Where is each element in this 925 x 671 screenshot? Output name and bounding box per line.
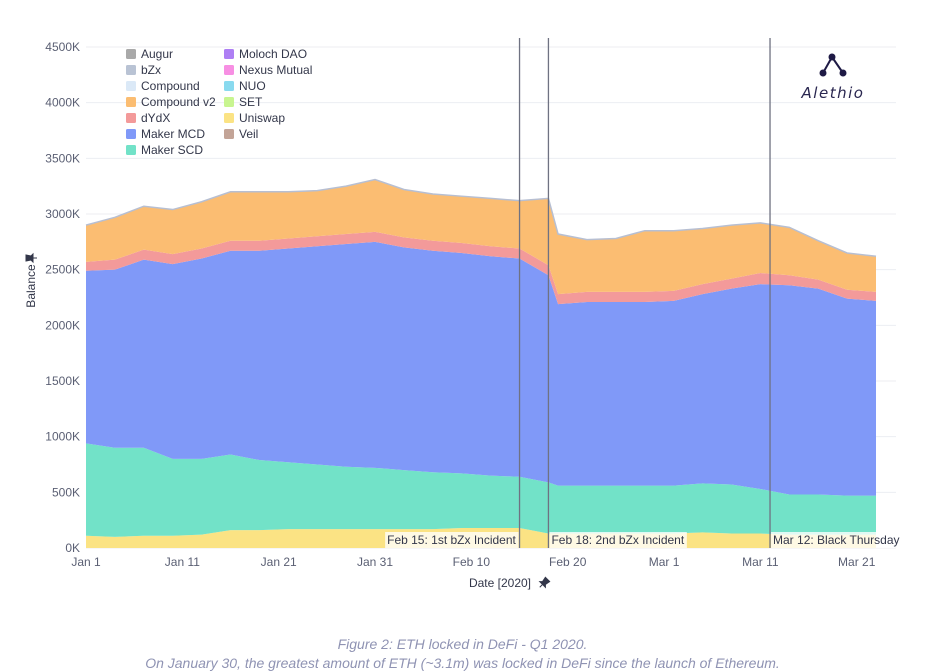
figure-caption-subtitle: On January 30, the greatest amount of ET… [145, 655, 780, 671]
legend-label: Augur [141, 47, 173, 61]
x-tick-label: Jan 21 [261, 555, 297, 569]
legend-label: dYdX [141, 111, 170, 125]
event-markers: Feb 15: 1st bZx Incident Feb 18: 2nd bZx … [385, 38, 902, 548]
alethio-logo-icon [819, 53, 847, 77]
y-tick-label: 1500K [45, 374, 80, 388]
legend-swatch [126, 49, 136, 59]
x-tick-label: Mar 11 [742, 555, 779, 569]
legend-item-compound[interactable]: Compound [126, 79, 200, 93]
event-label: Mar 12: Black Thursday [773, 533, 900, 547]
legend-item-bzx[interactable]: bZx [126, 63, 161, 77]
alethio-logo: Alethio [801, 53, 865, 102]
event-label: Feb 18: 2nd bZx Incident [551, 533, 684, 547]
event-label: Feb 15: 1st bZx Incident [387, 533, 516, 547]
y-tick-label: 2500K [45, 263, 80, 277]
legend-label: Moloch DAO [239, 47, 307, 61]
legend-swatch [224, 129, 234, 139]
legend-swatch [224, 113, 234, 123]
legend-item-uniswap[interactable]: Uniswap [224, 111, 285, 125]
event-label-background [549, 532, 687, 548]
legend-swatch [224, 65, 234, 75]
legend-item-augur[interactable]: Augur [126, 47, 173, 61]
legend-label: NUO [239, 79, 266, 93]
x-tick-label: Mar 21 [838, 555, 876, 569]
y-tick-label: 0K [65, 541, 80, 555]
legend-label: Maker SCD [141, 143, 203, 157]
y-tick-label: 1000K [45, 430, 80, 444]
legend-item-moloch-dao[interactable]: Moloch DAO [224, 47, 307, 61]
legend-swatch [126, 113, 136, 123]
y-axis-pin-icon[interactable] [25, 252, 37, 264]
legend-item-compound-v2[interactable]: Compound v2 [126, 95, 216, 109]
y-tick-label: 3500K [45, 151, 80, 165]
y-tick-label: 4500K [45, 40, 80, 54]
y-axis-title: Balance [24, 264, 38, 308]
x-tick-label: Jan 1 [71, 555, 101, 569]
area-compound-v2 [86, 179, 876, 295]
x-tick-label: Jan 31 [357, 555, 393, 569]
legend-swatch [126, 97, 136, 107]
legend-item-dydx[interactable]: dYdX [126, 111, 170, 125]
legend-swatch [126, 145, 136, 155]
legend-item-nuo[interactable]: NUO [224, 79, 266, 93]
legend-swatch [224, 81, 234, 91]
stacked-areas [85, 178, 877, 548]
x-axis-title: Date [2020] [469, 576, 531, 590]
x-tick-label: Jan 11 [165, 555, 200, 569]
legend-swatch [224, 49, 234, 59]
total-outline [85, 178, 877, 258]
legend-item-maker-scd[interactable]: Maker SCD [126, 143, 203, 157]
area-maker-mcd [86, 241, 876, 496]
event-label-background [771, 532, 902, 548]
y-tick-label: 3000K [45, 207, 80, 221]
y-tick-label: 4000K [45, 96, 80, 110]
x-tick-label: Mar 1 [649, 555, 680, 569]
legend-item-set[interactable]: SET [224, 95, 263, 109]
legend-swatch [224, 97, 234, 107]
area-maker-scd [86, 443, 876, 537]
legend-label: bZx [141, 63, 161, 77]
area-dydx [86, 231, 876, 305]
legend-label: Uniswap [239, 111, 285, 125]
event-label-background [385, 532, 519, 548]
y-tick-label: 2000K [45, 318, 80, 332]
legend-item-maker-mcd[interactable]: Maker MCD [126, 127, 205, 141]
x-tick-label: Feb 10 [453, 555, 491, 569]
legend[interactable]: Augur bZx Compound Compound v2 dYdX Maker MCD… [126, 47, 312, 157]
legend-item-nexus-mutual[interactable]: Nexus Mutual [224, 63, 312, 77]
y-axis-ticks: 0K 500K 1000K 1500K 2000K 2500K 3000K 3500K 4000… [45, 40, 80, 555]
legend-label: Nexus Mutual [239, 63, 312, 77]
legend-label: Veil [239, 127, 258, 141]
alethio-logo-text: Alethio [801, 84, 865, 102]
figure-caption: Figure 2: ETH locked in DeFi - Q1 2020. [337, 636, 588, 652]
legend-item-veil[interactable]: Veil [224, 127, 258, 141]
x-axis-ticks: Jan 1 Jan 11 Jan 21 Jan 31 Feb 10 Feb 20 Mar 1… [71, 555, 875, 569]
x-tick-label: Feb 20 [549, 555, 587, 569]
legend-swatch [126, 65, 136, 75]
y-tick-label: 500K [52, 485, 80, 499]
x-axis-pin-icon[interactable] [537, 576, 551, 590]
legend-label: Compound [141, 79, 200, 93]
legend-label: Maker MCD [141, 127, 205, 141]
legend-swatch [126, 129, 136, 139]
legend-swatch [126, 81, 136, 91]
legend-label: SET [239, 95, 263, 109]
legend-label: Compound v2 [141, 95, 216, 109]
